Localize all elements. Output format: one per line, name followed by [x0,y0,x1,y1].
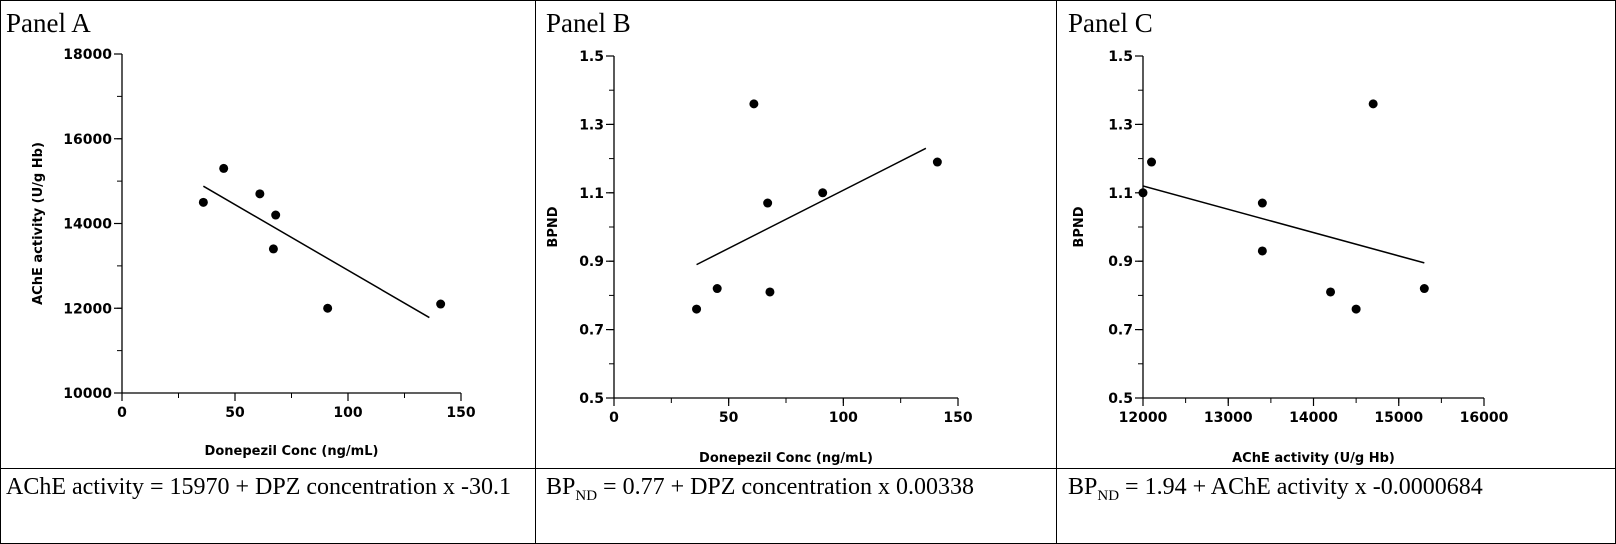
data-point [818,188,828,198]
data-point [1419,284,1429,294]
panel-c-chart: 12000 13000 14000 15000 16000 0.5 0.7 0.9 1.1 1.3… [1072,49,1509,466]
data-point [1138,188,1148,198]
data-point [1351,304,1361,314]
panel-c-trendline [1142,185,1425,264]
equation-rhs: = 1.94 + AChE activity x -0.0000684 [1119,474,1483,500]
y-tick-label: 0.9 [1108,254,1133,270]
data-point [1326,287,1336,297]
data-point [436,299,446,309]
y-tick-label: 12000 [63,301,112,317]
data-point [271,210,281,220]
panel-b-y-axis-title: BPND [546,206,561,247]
data-point [763,198,773,208]
y-tick-label: 14000 [63,217,112,233]
panel-a-x-axis-title: Donepezil Conc (ng/mL) [205,444,379,459]
data-point [255,189,265,199]
panel-a-trendline [202,185,430,319]
y-tick-label: 0.7 [579,323,604,339]
equation-subscript: ND [575,487,598,504]
y-tick-label: 1.5 [1108,49,1133,65]
x-tick-label: 0 [117,405,127,421]
panel-b-equation: BPND = 0.77 + DPZ concentration x 0.0033… [546,472,1051,511]
y-tick-label: 1.3 [579,117,604,133]
data-point [765,287,775,297]
panel-c-y-axis-title: BPND [1072,206,1087,247]
x-tick-label: 14000 [1289,410,1338,426]
data-point [1257,246,1267,256]
data-point [932,157,942,167]
y-tick-label: 16000 [63,132,112,148]
panel-c-equation: BPND = 1.94 + AChE activity x -0.0000684 [1068,472,1608,511]
y-tick-label: 18000 [63,47,112,63]
data-point [198,197,208,207]
y-tick-label: 10000 [63,386,112,402]
x-tick-label: 50 [225,405,245,421]
equation-lhs: AChE activity [6,474,144,500]
equation-rhs: = 0.77 + DPZ concentration x 0.00338 [597,474,975,500]
panel-c-title: Panel C [1068,8,1153,38]
y-tick-label: 0.5 [1108,391,1133,407]
equation-lhs: BP [1068,474,1098,500]
panel-b-chart: 0 50 100 150 0.5 0.7 0.9 1.1 1.3 1.5 Donepezil Con… [546,49,973,466]
data-point [268,244,278,254]
y-tick-label: 0.9 [579,254,604,270]
table-divider-1 [535,0,536,544]
panel-b-x-axis-title: Donepezil Conc (ng/mL) [699,451,873,466]
data-point [692,304,702,314]
data-point [749,99,759,109]
y-tick-label: 1.1 [579,186,604,202]
panel-a-equation: AChE activity = 15970 + DPZ concentratio… [6,472,526,511]
x-tick-label: 0 [609,410,619,426]
y-tick-label: 1.3 [1108,117,1133,133]
table-row-divider [0,468,1616,469]
y-tick-label: 1.1 [1108,186,1133,202]
y-tick-label: 0.7 [1108,323,1133,339]
data-point [323,303,333,313]
panel-c-x-axis-title: AChE activity (U/g Hb) [1232,451,1395,466]
x-tick-label: 15000 [1374,410,1423,426]
panel-a-y-axis-title: AChE activity (U/g Hb) [31,142,46,305]
table-border-left [0,0,1,544]
equation-subscript: ND [1097,487,1120,504]
x-tick-label: 150 [943,410,972,426]
x-tick-label: 12000 [1119,410,1168,426]
x-tick-label: 13000 [1204,410,1253,426]
data-point [712,284,722,294]
y-tick-label: 0.5 [579,391,604,407]
y-tick-label: 1.5 [579,49,604,65]
table-border-top [0,0,1616,1]
panel-b-trendline [696,147,927,266]
x-tick-label: 150 [446,405,475,421]
data-point [1257,198,1267,208]
data-point [219,163,229,173]
panel-a-title: Panel A [6,8,91,38]
equation-rhs: = 15970 + DPZ concentration x -30.1 [143,474,511,500]
panel-a-chart: 0 50 100 150 10000 12000 14000 16000 18000 Donepe… [31,47,476,459]
x-tick-label: 100 [829,410,858,426]
data-point [1368,99,1378,109]
x-tick-label: 16000 [1460,410,1509,426]
data-point [1147,157,1157,167]
x-tick-label: 50 [719,410,739,426]
equation-lhs: BP [546,474,576,500]
table-divider-2 [1056,0,1057,544]
panel-b-title: Panel B [546,8,631,38]
x-tick-label: 100 [333,405,362,421]
